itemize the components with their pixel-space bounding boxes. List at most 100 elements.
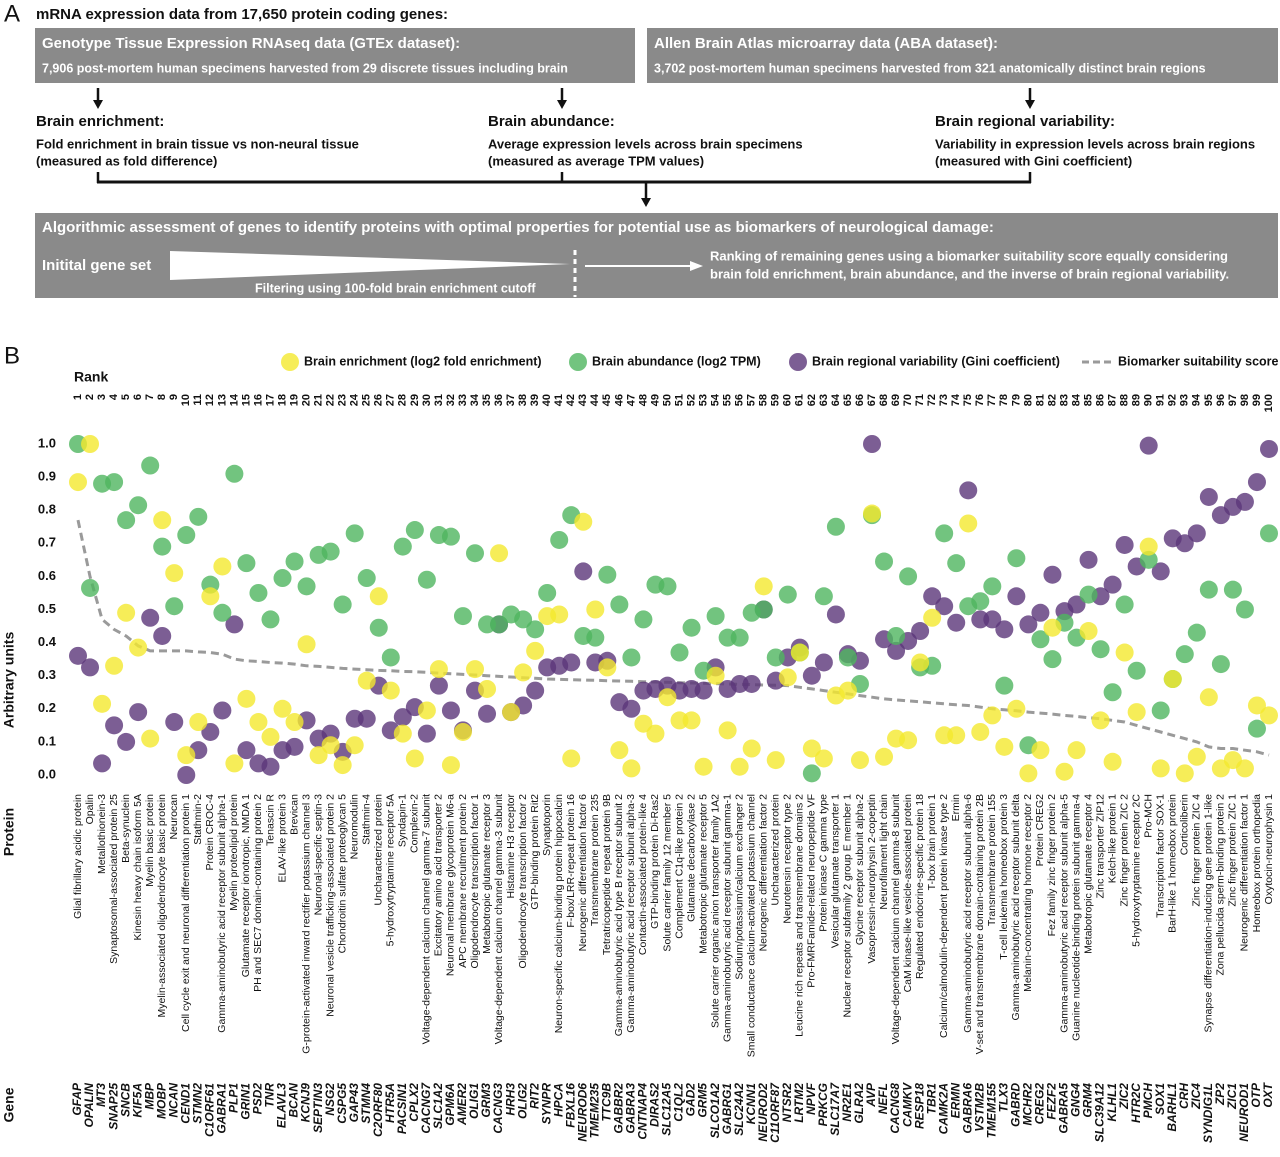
gene-name: PRKCG bbox=[816, 1083, 830, 1126]
data-point bbox=[1127, 661, 1146, 680]
data-point bbox=[850, 751, 869, 770]
data-point bbox=[586, 600, 605, 619]
legend-label: Biomarker suitability score bbox=[1118, 354, 1279, 368]
protein-name: Voltage-dependent calcium channel gamma-… bbox=[493, 794, 505, 1044]
rank-label: 88 bbox=[1119, 394, 1131, 406]
data-point bbox=[658, 688, 677, 707]
rank-label: 67 bbox=[866, 394, 878, 406]
ranking-arrow-head bbox=[690, 261, 703, 271]
rank-label: 31 bbox=[433, 394, 445, 406]
data-point bbox=[622, 699, 641, 718]
data-point bbox=[417, 701, 436, 720]
rank-label: 42 bbox=[565, 394, 577, 406]
protein-name: Myelin proteolipid protein bbox=[228, 794, 240, 911]
data-point bbox=[393, 537, 412, 556]
rank-label: 52 bbox=[685, 394, 697, 406]
y-tick-label: 0.6 bbox=[38, 568, 56, 583]
gene-name: CEND1 bbox=[178, 1083, 192, 1124]
gene-name: GRM5 bbox=[696, 1083, 710, 1118]
data-point bbox=[1091, 640, 1110, 659]
data-point bbox=[261, 727, 280, 746]
data-point bbox=[1260, 706, 1278, 725]
rank-label: 74 bbox=[950, 393, 962, 406]
data-point bbox=[490, 544, 509, 563]
data-point bbox=[141, 729, 160, 748]
gene-name: CACNG3 bbox=[491, 1083, 505, 1134]
gene-name: MBP bbox=[142, 1082, 156, 1110]
y-tick-label: 0.8 bbox=[38, 502, 56, 517]
score-line bbox=[76, 519, 1270, 757]
gene-name: VSTM2B bbox=[972, 1083, 986, 1132]
measure-title: Brain regional variability: bbox=[935, 113, 1115, 130]
data-point bbox=[117, 603, 136, 622]
gene-name: OXT bbox=[1261, 1081, 1275, 1107]
protein-name: Gamma-aminobutyric acid receptor subunit… bbox=[1010, 794, 1022, 1021]
protein-name: Zinc finger protein ZIC 2 bbox=[1118, 794, 1130, 907]
rank-label: 34 bbox=[469, 393, 481, 406]
gene-name: CNTNAP4 bbox=[636, 1083, 650, 1140]
protein-name: Leucine rich repeats and transmembrane d… bbox=[794, 794, 806, 1037]
rank-label: 17 bbox=[264, 394, 276, 406]
filter-text: Filtering using 100-fold brain enrichmen… bbox=[255, 281, 536, 295]
gene-name: PLP1 bbox=[227, 1083, 241, 1113]
data-point bbox=[1260, 524, 1278, 543]
data-point bbox=[1175, 645, 1194, 664]
gene-name: SLC1A2 bbox=[431, 1083, 445, 1129]
data-point bbox=[814, 749, 833, 768]
protein-name: Metabotropic glutamate receptor 5 bbox=[697, 794, 709, 954]
data-point bbox=[369, 618, 388, 637]
protein-name: Oligodendrocyte transcription factor 2 bbox=[517, 794, 529, 969]
gene-name: LRTM2 bbox=[792, 1083, 806, 1123]
data-point bbox=[802, 764, 821, 783]
data-point bbox=[1211, 655, 1230, 674]
rank-label: 79 bbox=[1010, 394, 1022, 406]
data-point bbox=[1067, 741, 1086, 760]
data-point bbox=[273, 699, 292, 718]
protein-name: Neuron-specific calcium-binding protein … bbox=[553, 794, 565, 1033]
data-point bbox=[863, 435, 881, 453]
rank-label: 77 bbox=[986, 394, 998, 406]
data-point bbox=[1127, 703, 1146, 722]
data-point bbox=[153, 537, 172, 556]
rank-label: 49 bbox=[649, 394, 661, 406]
gene-name: RESP18 bbox=[912, 1083, 926, 1129]
protein-name: Gamma-aminobutyric acid receptor subunit… bbox=[1058, 794, 1070, 1033]
protein-name: ELAV-like protein 3 bbox=[276, 794, 288, 883]
protein-name: Glutamate receptor ionotropic, NMDA 1 bbox=[240, 794, 252, 977]
data-point bbox=[1115, 535, 1134, 554]
gene-name: OLIG2 bbox=[515, 1083, 529, 1119]
data-point bbox=[562, 653, 581, 672]
gene-name: NCAN bbox=[166, 1083, 180, 1118]
rank-label: 62 bbox=[806, 394, 818, 406]
data-point bbox=[1151, 562, 1170, 581]
protein-name: Opalin bbox=[84, 794, 96, 825]
measure-text: Variability in expression levels across … bbox=[935, 136, 1255, 151]
data-point bbox=[1247, 473, 1266, 492]
data-point bbox=[381, 648, 400, 667]
data-point bbox=[959, 481, 978, 500]
rank-label: 51 bbox=[673, 394, 685, 406]
protein-name: Contactin-associated protein-like 4 bbox=[637, 794, 649, 955]
data-point bbox=[213, 557, 232, 576]
gene-name: GABRA6 bbox=[960, 1083, 974, 1134]
gene-name: C2ORF80 bbox=[371, 1083, 385, 1137]
rank-label: 83 bbox=[1058, 394, 1070, 406]
protein-name: Transmembrane protein 235 bbox=[589, 794, 601, 926]
protein-name: Complexin-2 bbox=[409, 794, 421, 853]
data-point bbox=[1079, 622, 1098, 641]
gene-name: ZIC2 bbox=[1117, 1083, 1131, 1110]
measure-text: Average expression levels across brain s… bbox=[488, 136, 803, 151]
data-point bbox=[1223, 580, 1242, 599]
protein-name: Gamma-aminobutyric acid receptor subunit… bbox=[625, 794, 637, 1033]
filter-wedge bbox=[170, 251, 570, 280]
rank-label: 5 bbox=[120, 394, 132, 400]
gene-name: KIF5A bbox=[130, 1083, 144, 1118]
rank-label: 99 bbox=[1251, 394, 1263, 406]
rank-label: 26 bbox=[373, 394, 385, 406]
data-point bbox=[1091, 711, 1110, 730]
protein-name: Transmembrane protein 155 bbox=[986, 794, 998, 926]
data-point bbox=[105, 656, 124, 675]
data-point bbox=[1103, 683, 1122, 702]
protein-name: Beta-synuclein bbox=[120, 794, 132, 863]
rank-label: 1 bbox=[72, 394, 84, 400]
